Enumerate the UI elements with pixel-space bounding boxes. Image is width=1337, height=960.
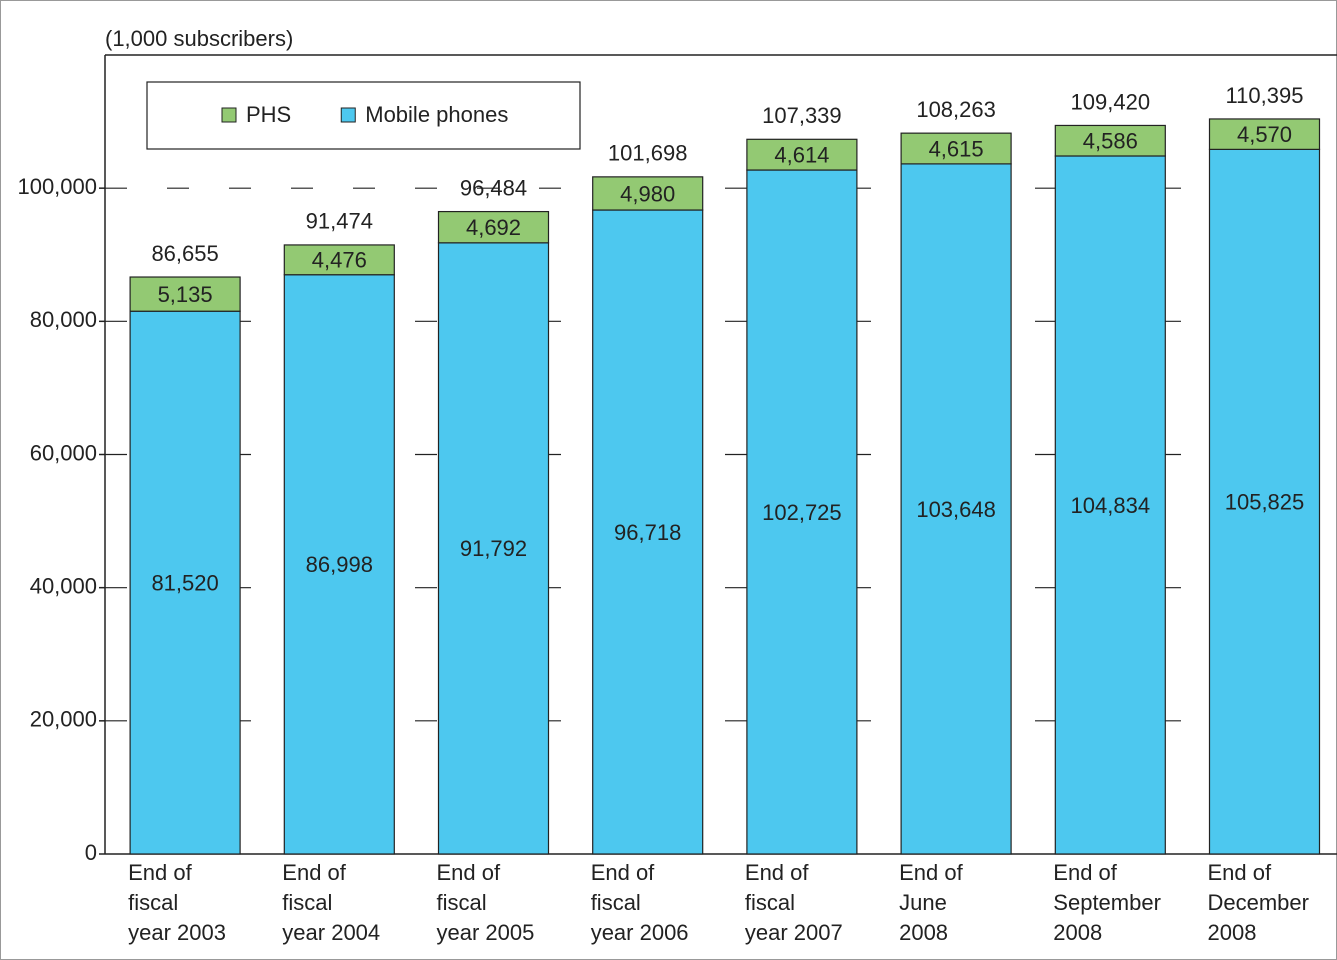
bar-segment [592, 176, 704, 211]
bar-segment [1054, 155, 1166, 855]
bar-segment [1054, 124, 1166, 157]
x-tick-label: 2008 [1053, 920, 1102, 945]
x-tick-label: 2008 [1208, 920, 1257, 945]
x-tick-label: year 2006 [591, 920, 689, 945]
x-tick-label: fiscal [128, 890, 178, 915]
x-tick-label: fiscal [282, 890, 332, 915]
value-label: 4,586 [1083, 129, 1138, 154]
total-label: 107,339 [762, 103, 842, 128]
value-label: 86,998 [306, 552, 373, 577]
bar-segment [283, 274, 395, 855]
value-label: 5,135 [158, 282, 213, 307]
x-tick-label: End of [282, 860, 346, 885]
legend-box [146, 81, 581, 150]
bar-segment [746, 138, 858, 171]
x-tick-label: End of [1208, 860, 1272, 885]
value-label: 105,825 [1225, 490, 1305, 515]
x-tick-label: End of [1053, 860, 1117, 885]
legend-label: Mobile phones [365, 102, 508, 127]
value-label: 4,476 [312, 248, 367, 273]
x-tick-label: year 2003 [128, 920, 226, 945]
y-unit-label: (1,000 subscribers) [105, 26, 293, 51]
value-label: 4,980 [620, 181, 675, 206]
x-tick-label: September [1053, 890, 1161, 915]
value-label: 103,648 [916, 497, 996, 522]
y-tick-label: 60,000 [30, 440, 97, 465]
value-label: 104,834 [1071, 493, 1151, 518]
y-tick-label: 0 [85, 840, 97, 865]
total-label: 101,698 [608, 141, 688, 166]
legend-swatch [221, 107, 237, 123]
value-label: 4,570 [1237, 122, 1292, 147]
bar-segment [437, 210, 550, 244]
y-tick-label: 20,000 [30, 707, 97, 732]
bar-segment [283, 244, 395, 276]
x-tick-label: End of [745, 860, 809, 885]
x-tick-label: 2008 [899, 920, 948, 945]
bar-segment [129, 276, 241, 312]
value-label: 4,614 [774, 142, 829, 167]
bar-segment [1208, 118, 1321, 150]
x-tick-label: End of [437, 860, 501, 885]
x-tick-label: fiscal [591, 890, 641, 915]
bar-segment [900, 132, 1012, 165]
x-tick-label: year 2007 [745, 920, 843, 945]
bar-segment [1208, 148, 1321, 855]
total-label: 91,474 [306, 209, 373, 234]
legend-swatch [340, 107, 356, 123]
value-label: 96,718 [614, 520, 681, 545]
total-label: 109,420 [1071, 89, 1151, 114]
bar-segment [437, 242, 550, 855]
x-tick-label: End of [591, 860, 655, 885]
value-label: 4,692 [466, 215, 521, 240]
total-label: 108,263 [916, 97, 996, 122]
y-tick-label: 40,000 [30, 573, 97, 598]
value-label: 91,792 [460, 536, 527, 561]
bar-segment [900, 163, 1012, 855]
x-tick-label: year 2004 [282, 920, 380, 945]
x-tick-label: End of [128, 860, 192, 885]
y-tick-label: 100,000 [17, 174, 97, 199]
x-tick-label: year 2005 [437, 920, 535, 945]
x-tick-label: June [899, 890, 947, 915]
x-tick-label: fiscal [437, 890, 487, 915]
x-tick-label: End of [899, 860, 963, 885]
value-label: 81,520 [151, 570, 218, 595]
x-tick-label: fiscal [745, 890, 795, 915]
y-tick-label: 80,000 [30, 307, 97, 332]
x-tick-label: December [1208, 890, 1309, 915]
total-label: 96,484 [460, 175, 527, 200]
total-label: 86,655 [151, 241, 218, 266]
value-label: 4,615 [929, 136, 984, 161]
bar-segment [746, 169, 858, 855]
total-label: 110,395 [1226, 83, 1304, 108]
value-label: 102,725 [762, 500, 842, 525]
legend-label: PHS [246, 102, 291, 127]
bar-segment [129, 310, 241, 855]
